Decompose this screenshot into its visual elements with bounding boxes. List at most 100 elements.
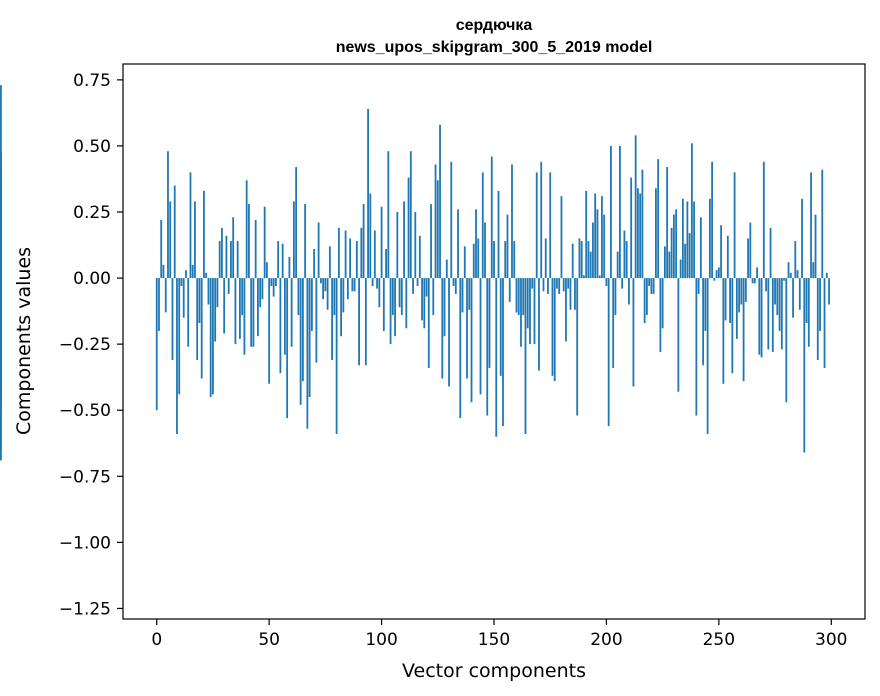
bar — [288, 256, 291, 279]
bar — [189, 172, 192, 279]
x-tick-label: 150 — [478, 630, 510, 650]
bar — [333, 278, 336, 316]
bar — [704, 278, 707, 331]
bar — [178, 278, 181, 395]
bar — [158, 278, 160, 331]
bar — [576, 278, 579, 416]
bar — [738, 278, 740, 313]
bar — [439, 124, 441, 279]
bar — [823, 278, 826, 368]
bar — [468, 278, 471, 310]
bar — [227, 278, 230, 294]
bar — [292, 201, 295, 279]
bar — [315, 278, 318, 363]
bar — [389, 278, 392, 345]
bar — [319, 278, 322, 284]
bar — [787, 262, 790, 279]
x-tick-label: 0 — [151, 630, 162, 650]
bar — [560, 196, 563, 279]
bar — [466, 278, 468, 379]
bar — [463, 246, 466, 279]
bar — [394, 278, 396, 337]
bar — [398, 278, 401, 308]
bar — [421, 278, 423, 321]
y-axis: 0.75 0.50 0.25 0.00 −0.25 −0.50 −0.75 −1.00 −1.2… — [59, 71, 123, 619]
bar — [344, 230, 347, 279]
bar — [621, 278, 624, 289]
bar — [279, 278, 282, 374]
bar — [497, 190, 500, 279]
bar — [646, 278, 648, 316]
bar — [490, 156, 493, 279]
bar — [553, 278, 556, 382]
bar — [619, 145, 621, 279]
bar — [360, 227, 363, 279]
y-tick-label: 0.50 — [73, 137, 111, 157]
bar — [481, 172, 484, 279]
bar — [203, 190, 205, 279]
bar — [346, 278, 349, 300]
bar — [364, 278, 367, 366]
bar — [767, 278, 770, 350]
bar — [511, 164, 513, 279]
bar — [697, 278, 700, 294]
bar — [290, 278, 293, 347]
bar — [250, 278, 253, 347]
bar — [742, 278, 745, 382]
bar — [239, 278, 241, 339]
bar — [589, 251, 592, 279]
bar — [306, 278, 309, 429]
bar — [257, 278, 259, 337]
bar — [180, 278, 183, 286]
bar — [774, 278, 776, 305]
bar — [475, 209, 477, 279]
bar — [243, 278, 246, 355]
bar — [634, 135, 637, 279]
bar — [632, 278, 635, 387]
bar — [828, 278, 830, 305]
bar — [378, 278, 381, 308]
bar — [533, 278, 536, 345]
bar — [477, 238, 480, 279]
bar — [758, 278, 761, 355]
bar — [355, 241, 358, 279]
bar — [650, 278, 653, 294]
bar — [272, 278, 275, 297]
bar — [699, 217, 702, 279]
bar — [762, 161, 765, 279]
bar — [248, 204, 250, 279]
bar — [261, 278, 264, 300]
bar — [614, 278, 617, 316]
bar — [713, 278, 716, 281]
bar — [349, 238, 351, 279]
bar — [769, 227, 772, 279]
bar — [547, 278, 549, 294]
bar — [445, 259, 448, 279]
bar — [735, 278, 738, 339]
bar — [598, 275, 601, 279]
x-tick-label: 50 — [258, 630, 280, 650]
bar — [693, 201, 696, 279]
bar — [569, 278, 572, 310]
bar — [756, 267, 758, 279]
bar — [551, 278, 554, 376]
bar — [301, 278, 304, 382]
bar — [499, 278, 502, 376]
bar — [616, 251, 619, 279]
bar — [403, 201, 405, 279]
bar — [176, 278, 178, 434]
bar — [628, 278, 630, 305]
bar — [805, 278, 808, 323]
bar — [173, 185, 176, 279]
bar — [382, 278, 385, 331]
bar — [502, 278, 504, 427]
bar — [670, 227, 673, 279]
bar — [717, 267, 720, 279]
bar — [810, 172, 812, 279]
bar — [747, 238, 749, 279]
bar — [304, 204, 307, 279]
bar — [268, 278, 271, 384]
bar — [819, 278, 821, 331]
bar — [194, 201, 196, 279]
bar — [286, 278, 289, 419]
